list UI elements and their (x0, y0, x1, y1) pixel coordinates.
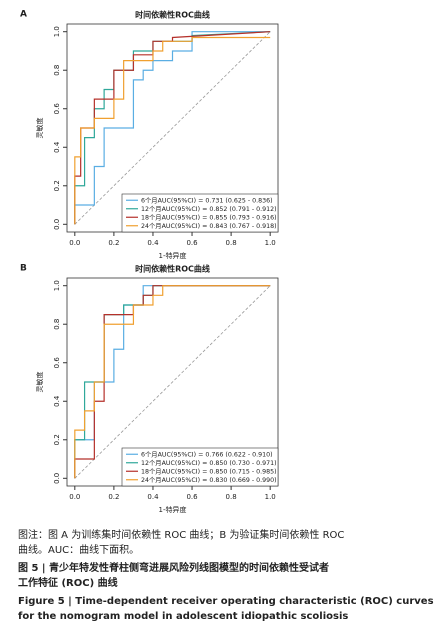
y-tick-label: 1.0 (53, 280, 61, 291)
x-tick-label: 1.0 (265, 493, 276, 501)
caption-title-en: for the nomogram model in adolescent idi… (18, 611, 348, 622)
caption-title-en: Figure 5 | Time-dependent receiver opera… (18, 596, 434, 607)
legend-label: 6个月AUC(95%CI) = 0.731 (0.625 - 0.836) (141, 196, 273, 204)
x-tick-label: 0.2 (108, 493, 119, 501)
panel-label: A (20, 10, 27, 20)
y-axis-label: 灵敏度 (35, 118, 44, 139)
legend-label: 18个月AUC(95%CI) = 0.855 (0.793 - 0.916) (141, 213, 277, 221)
x-tick-label: 0.4 (147, 239, 159, 247)
panel-label: B (20, 264, 27, 274)
y-tick-label: 0.0 (53, 473, 61, 484)
x-tick-label: 0.4 (147, 493, 159, 501)
y-tick-label: 0.4 (53, 141, 61, 153)
x-tick-label: 0.2 (108, 239, 119, 247)
y-axis-label: 灵敏度 (35, 372, 44, 393)
x-tick-label: 0.6 (186, 239, 198, 247)
x-tick-label: 0.6 (186, 493, 198, 501)
y-tick-label: 0.2 (53, 180, 61, 191)
x-tick-label: 0.0 (69, 493, 80, 501)
y-tick-label: 0.6 (53, 357, 61, 369)
legend-box (121, 447, 279, 487)
chart-title: 时间依赖性ROC曲线 (135, 10, 210, 20)
y-tick-label: 1.0 (53, 26, 61, 37)
y-tick-label: 0.6 (53, 103, 61, 115)
x-axis-label: 1-特异度 (159, 505, 187, 514)
legend-label: 12个月AUC(95%CI) = 0.852 (0.791 - 0.912) (141, 205, 277, 213)
caption-title: 图 5 | 青少年特发性脊柱侧弯进展风险列线图模型的时间依赖性受试者 (18, 561, 329, 574)
y-tick-label: 0.8 (53, 319, 61, 330)
legend-label: 12个月AUC(95%CI) = 0.850 (0.730 - 0.971) (141, 459, 277, 467)
x-axis-label: 1-特异度 (159, 251, 187, 260)
y-tick-label: 0.0 (53, 219, 61, 230)
x-tick-label: 1.0 (265, 239, 276, 247)
chart-title: 时间依赖性ROC曲线 (135, 264, 210, 274)
caption-title: 工作特征 (ROC) 曲线 (18, 576, 118, 589)
y-tick-label: 0.2 (53, 434, 61, 445)
legend-label: 18个月AUC(95%CI) = 0.850 (0.715 - 0.985) (141, 467, 277, 475)
roc-curve (74, 36, 271, 225)
x-tick-label: 0.8 (226, 239, 237, 247)
caption-note: 图注：图 A 为训练集时间依赖性 ROC 曲线；B 为验证集时间依赖性 ROC (18, 528, 344, 541)
legend-label: 6个月AUC(95%CI) = 0.766 (0.622 - 0.910) (141, 450, 273, 458)
legend-label: 24个月AUC(95%CI) = 0.843 (0.767 - 0.918) (141, 222, 277, 230)
caption-note: 曲线。AUC：曲线下面积。 (18, 543, 139, 556)
legend-label: 24个月AUC(95%CI) = 0.830 (0.669 - 0.990) (141, 476, 277, 484)
roc-curve (74, 285, 271, 479)
legend-box (121, 193, 279, 233)
x-tick-label: 0.0 (69, 239, 80, 247)
reference-line (74, 285, 271, 479)
reference-line (74, 31, 271, 225)
roc-curve (74, 31, 271, 225)
y-tick-label: 0.4 (53, 395, 61, 407)
x-tick-label: 0.8 (226, 493, 237, 501)
y-tick-label: 0.8 (53, 65, 61, 76)
